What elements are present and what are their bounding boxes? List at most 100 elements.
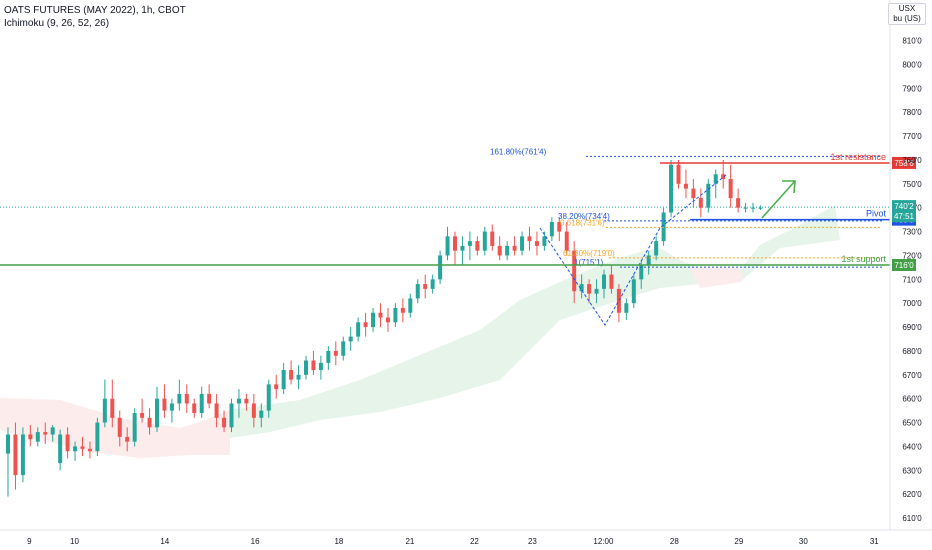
- x-tick-label: 12:00: [593, 537, 614, 546]
- candle-body: [102, 398, 107, 423]
- candle-body: [378, 312, 383, 318]
- candle-body: [616, 288, 621, 313]
- y-tick-label: 710'0: [902, 275, 922, 284]
- x-tick-label: 28: [670, 537, 679, 546]
- candle-body: [87, 448, 92, 452]
- candle-body: [214, 403, 219, 418]
- candle-body: [698, 198, 703, 208]
- candle-body: [73, 446, 78, 452]
- candle-body: [6, 434, 10, 454]
- y-tick-label: 760'0: [902, 156, 922, 165]
- countdown-text: 47:51: [894, 212, 915, 221]
- candle-body: [318, 362, 323, 371]
- y-tick-label: 640'0: [902, 442, 922, 451]
- symbol-title: OATS FUTURES (MAY 2022), 1h, CBOT: [4, 5, 186, 16]
- current-price-tag: [892, 200, 916, 223]
- candle-body: [527, 236, 532, 242]
- candle-body: [602, 274, 606, 289]
- candle-body: [594, 288, 599, 294]
- candle-body: [646, 255, 651, 265]
- x-tick-label: 23: [528, 537, 537, 546]
- candle-body: [169, 403, 174, 411]
- level-price-tag-support: [892, 259, 916, 271]
- unit-selector[interactable]: USX bu (US): [888, 3, 926, 25]
- candle-body: [229, 403, 234, 428]
- level-label-resistance: 1st resistance: [830, 152, 886, 162]
- candle-body: [385, 317, 390, 323]
- candle-body: [296, 374, 301, 380]
- candle-body: [430, 279, 435, 289]
- candle-body: [236, 398, 241, 404]
- candle-body: [534, 241, 539, 246]
- candle-body: [363, 322, 368, 328]
- x-tick-label: 29: [734, 537, 743, 546]
- candle-body: [736, 198, 741, 208]
- candle-body: [35, 432, 40, 442]
- candle-body: [579, 284, 584, 292]
- fib-level-label: 1(715'1): [574, 258, 603, 267]
- currency-label: USX: [898, 4, 916, 13]
- candle-body: [520, 236, 525, 251]
- candle-body: [557, 222, 562, 232]
- y-tick-label: 610'0: [902, 514, 922, 523]
- y-tick-label: 690'0: [902, 323, 922, 332]
- x-tick-label: 30: [799, 537, 808, 546]
- candle-body: [728, 179, 733, 199]
- candle-body: [326, 350, 331, 363]
- candle-body: [512, 245, 517, 251]
- ichimoku-cloud-forward-red: [690, 268, 742, 288]
- candle-body: [155, 398, 159, 428]
- candle-body: [289, 370, 294, 380]
- candle-body: [162, 398, 167, 411]
- fib-level-label: 0.618(731'6): [560, 218, 605, 227]
- candle-body: [50, 427, 55, 435]
- candle-body: [117, 417, 122, 437]
- y-tick-label: 680'0: [902, 347, 922, 356]
- y-tick-label: 810'0: [902, 37, 922, 46]
- level-label-support: 1st support: [841, 254, 886, 264]
- candle-body: [207, 393, 212, 404]
- candle-body: [266, 384, 271, 411]
- candle-body: [423, 284, 428, 289]
- candle-body: [743, 207, 748, 209]
- candle-body: [356, 322, 361, 337]
- level-label-pivot: Pivot: [866, 209, 887, 219]
- x-tick-label: 14: [160, 537, 169, 546]
- candle-body: [721, 174, 726, 180]
- candle-body: [177, 393, 182, 404]
- candle-body: [400, 307, 405, 313]
- candle-body: [453, 236, 457, 251]
- x-tick-label: 16: [251, 537, 260, 546]
- y-tick-label: 770'0: [902, 132, 922, 141]
- candle-body: [639, 265, 644, 280]
- candle-body: [751, 207, 755, 209]
- ichimoku-cloud-forward: [690, 205, 840, 286]
- ichimoku-cloud-green: [230, 248, 700, 438]
- y-tick-label: 660'0: [902, 395, 922, 404]
- unit-label: bu (US): [893, 14, 921, 23]
- candle-body: [259, 410, 264, 418]
- candle-body: [609, 274, 614, 289]
- candle-body: [505, 245, 510, 256]
- y-tick-label: 650'0: [902, 419, 922, 428]
- y-tick-label: 720'0: [902, 251, 922, 260]
- candle-body: [706, 183, 711, 208]
- candle-body: [110, 398, 115, 418]
- candle-body: [20, 434, 25, 476]
- candle-body: [624, 303, 629, 313]
- candle-body: [564, 231, 569, 251]
- candle-body: [274, 384, 279, 390]
- x-tick-label: 10: [70, 537, 79, 546]
- fib-zigzag: [539, 174, 727, 326]
- candle-body: [65, 434, 70, 452]
- candle-body: [132, 413, 137, 442]
- candle-body: [13, 434, 18, 476]
- level-price-tag-resistance: [892, 156, 916, 169]
- candle-body: [192, 403, 197, 414]
- candle-body: [497, 245, 502, 256]
- candle-body: [676, 164, 681, 184]
- candle-body: [415, 284, 420, 299]
- candle-body: [482, 231, 487, 251]
- x-tick-label: 21: [405, 537, 414, 546]
